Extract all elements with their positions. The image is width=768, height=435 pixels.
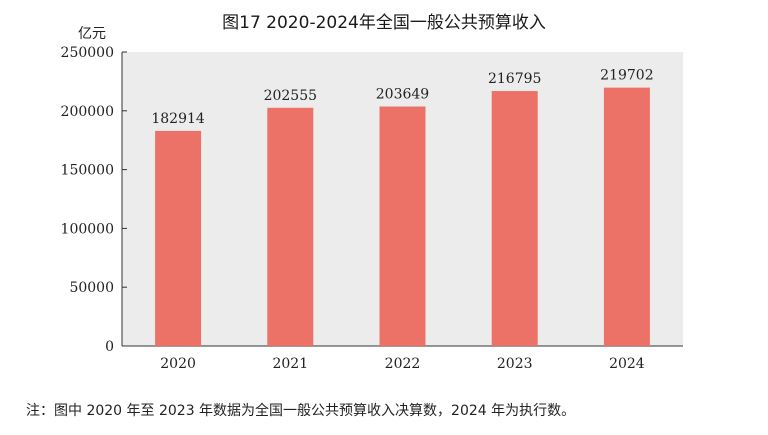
bar-2024: [603, 87, 650, 347]
y-axis-unit-label: 亿元: [78, 26, 106, 42]
x-tick-label: 2022: [385, 356, 421, 372]
bar-series: 182914 202555 203649 216795 219702: [151, 68, 654, 347]
bar-value-label-2022: 203649: [376, 87, 429, 103]
bar-value-label-2024: 219702: [600, 68, 653, 84]
bar-value-label-2023: 216795: [488, 71, 541, 87]
y-tick-label: 200000: [61, 104, 114, 120]
x-tick-label: 2020: [160, 356, 196, 372]
bar-2023: [491, 91, 538, 347]
bar-2021: [267, 107, 314, 346]
x-tick-label: 2021: [272, 356, 308, 372]
y-tick-label: 250000: [61, 45, 114, 61]
bar-2022: [379, 106, 426, 346]
x-tick-label: 2023: [497, 356, 533, 372]
bar-value-label-2020: 182914: [151, 111, 205, 127]
x-axis-ticks: 2020 2021 2022 2023 2024: [160, 356, 645, 372]
y-axis-ticks: 0 50000 100000 150000 200000 250000: [61, 45, 127, 355]
y-tick-label: 150000: [61, 163, 114, 179]
y-tick-label: 100000: [61, 221, 114, 237]
footnote: 注：图中 2020 年至 2023 年数据为全国一般公共预算收入决算数，2024…: [26, 403, 576, 419]
y-tick-label: 50000: [69, 280, 114, 296]
y-tick-label: 0: [105, 339, 114, 355]
x-tick-label: 2024: [609, 356, 645, 372]
bar-value-label-2021: 202555: [264, 88, 317, 104]
bar-2020: [155, 130, 202, 346]
chart-title: 图17 2020-2024年全国一般公共预算收入: [222, 13, 546, 33]
